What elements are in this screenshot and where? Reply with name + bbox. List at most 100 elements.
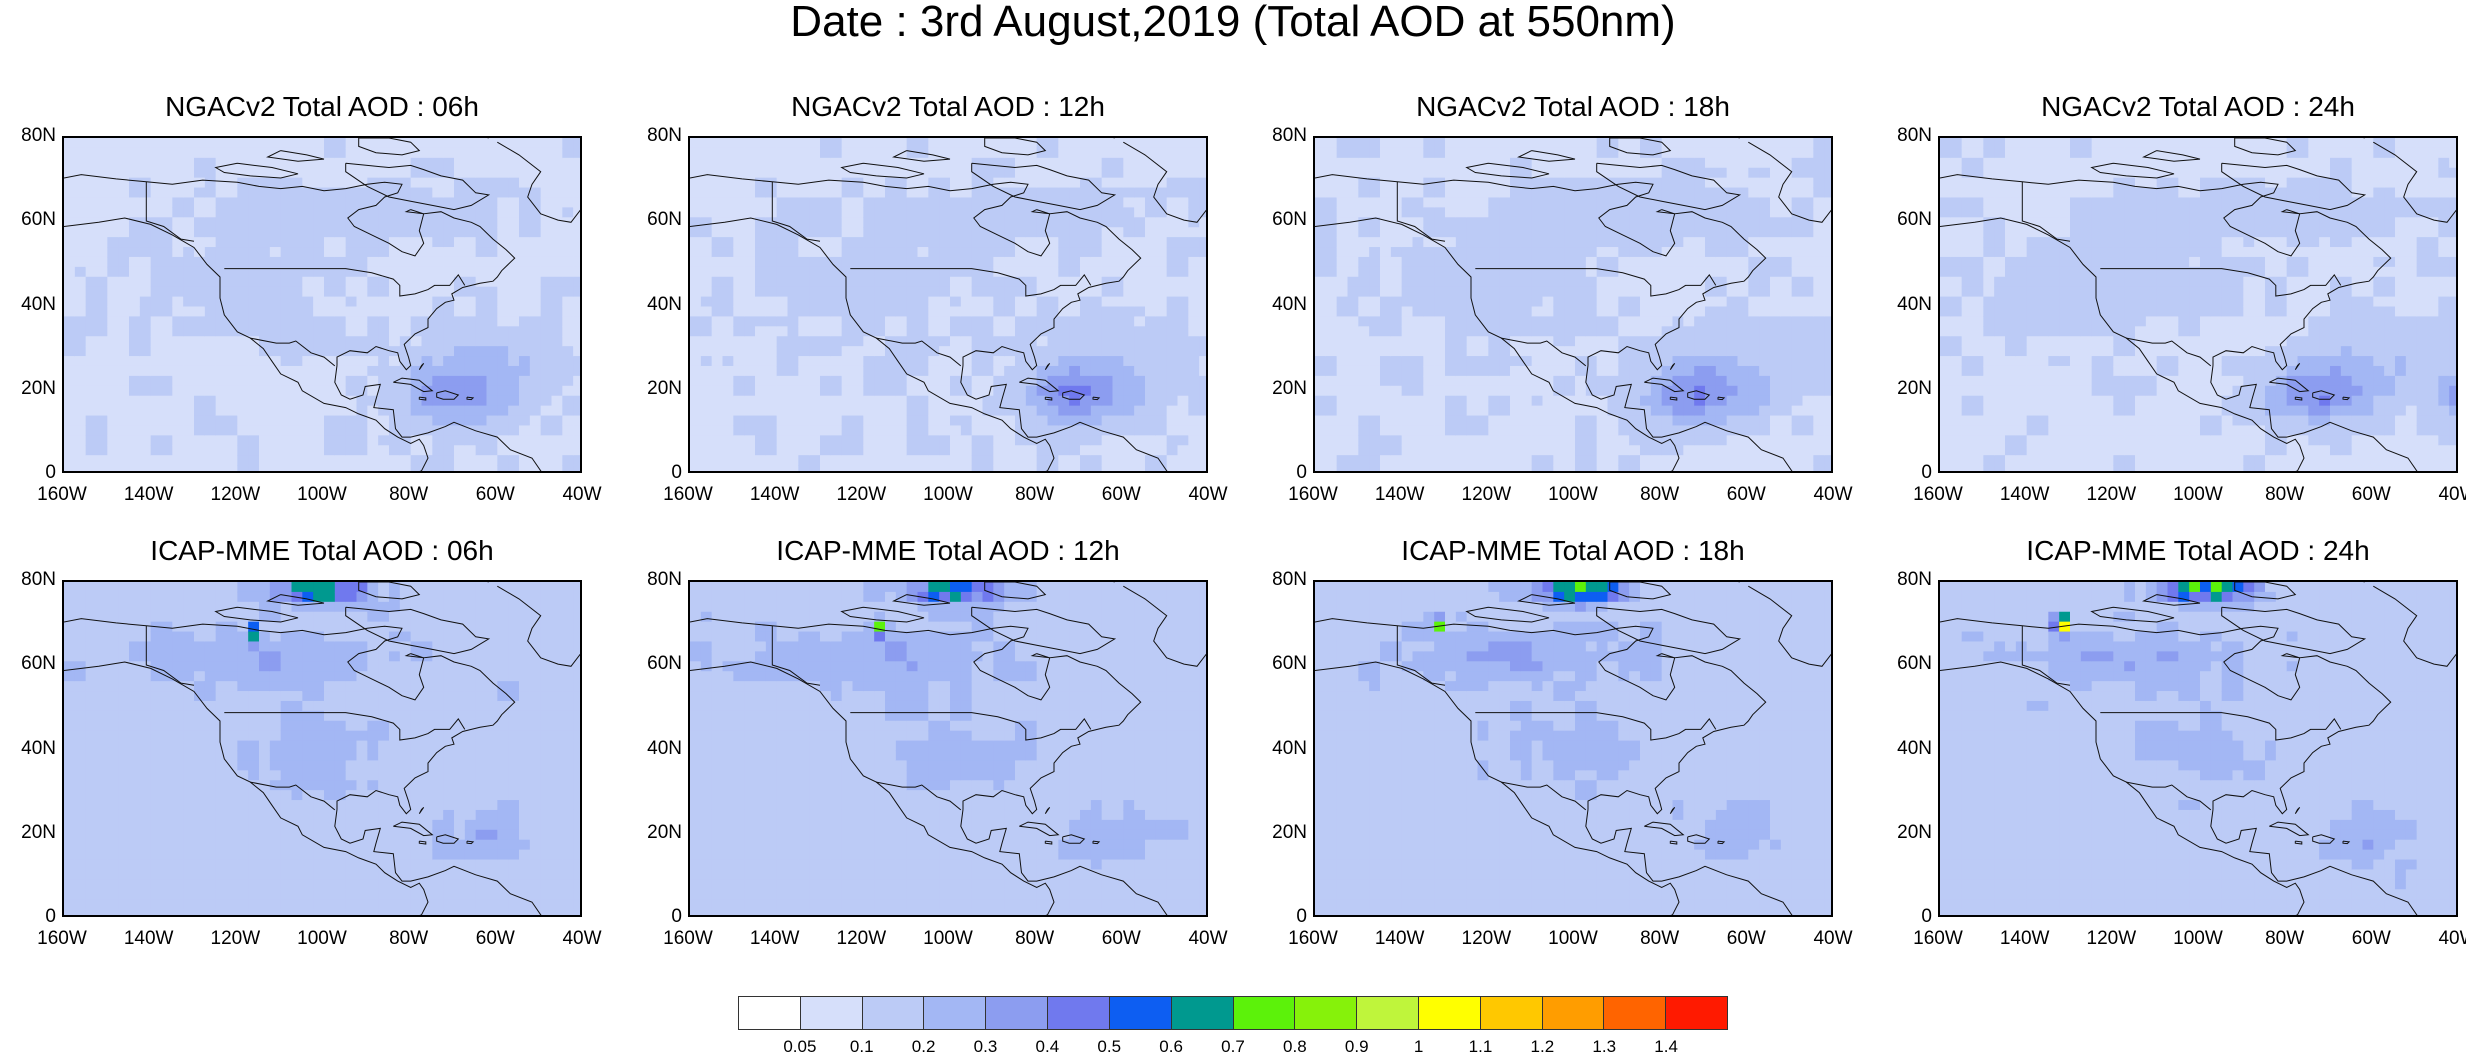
map-panel-ngac-18h: NGACv2 Total AOD : 18h 80N 60N 40N 20N 0 160W 1…: [1272, 91, 1852, 505]
colorbar-swatch: [1109, 997, 1172, 1029]
lon-tick-label: 60W: [1101, 928, 1141, 949]
lon-tick-label: 120W: [210, 928, 261, 949]
panel-title: NGACv2 Total AOD : 06h: [165, 91, 479, 122]
panel-title: ICAP-MME Total AOD : 24h: [2026, 535, 2370, 566]
aod-map: [62, 136, 582, 473]
lat-tick-label: 40N: [1272, 293, 1307, 315]
lon-tick-label: 140W: [1999, 484, 2050, 505]
lon-tick-label: 40W: [2438, 928, 2466, 949]
lon-tick-label: 60W: [475, 928, 515, 949]
aod-field: [1940, 582, 2456, 915]
lat-tick-label: 0: [45, 462, 56, 483]
lat-tick-label: 40N: [1897, 737, 1932, 759]
colorbar-tick-label: 0.6: [1159, 1037, 1183, 1056]
lon-tick-label: 100W: [2173, 484, 2223, 505]
coastlines: [1315, 138, 1831, 471]
lon-tick-label: 120W: [836, 928, 887, 949]
aod-map: [1938, 136, 2458, 473]
lon-tick-label: 80W: [1640, 484, 1680, 505]
colorbar: [738, 996, 1728, 1030]
lat-tick-label: 20N: [1272, 377, 1307, 399]
coastlines: [1940, 582, 2456, 915]
lat-tick-label: 80N: [21, 125, 56, 146]
coastlines: [1940, 138, 2456, 471]
coastlines: [1315, 582, 1831, 915]
panel-title: NGACv2 Total AOD : 18h: [1416, 91, 1730, 122]
lat-tick-label: 40N: [21, 737, 56, 759]
lon-tick-label: 160W: [663, 928, 713, 949]
lon-tick-label: 120W: [2086, 928, 2137, 949]
colorbar-tick-label: 1.3: [1592, 1037, 1617, 1056]
lon-tick-label: 160W: [1913, 928, 1963, 949]
aod-field: [64, 582, 580, 915]
lat-tick-label: 80N: [1897, 569, 1932, 590]
map-panel-icap-24h: ICAP-MME Total AOD : 24h 80N 60N 40N 20N 0 160…: [1897, 535, 2466, 949]
colorbar-swatch: [1233, 997, 1296, 1029]
lon-tick-label: 160W: [663, 484, 713, 505]
colorbar-swatch: [1295, 997, 1358, 1029]
lat-tick-label: 60N: [647, 653, 682, 675]
lat-tick-label: 40N: [647, 293, 682, 315]
colorbar-tick-label: 0.8: [1283, 1037, 1307, 1056]
lat-tick-label: 40N: [1272, 737, 1307, 759]
aod-map: [1938, 580, 2458, 917]
colorbar-swatch: [1666, 997, 1727, 1029]
lon-tick-label: 140W: [1374, 484, 1425, 505]
colorbar-swatch: [1357, 997, 1419, 1029]
lon-tick-label: 140W: [123, 928, 174, 949]
lat-tick-label: 40N: [1897, 293, 1932, 315]
colorbar-tick-label: 0.7: [1221, 1037, 1245, 1056]
colorbar-swatch: [1418, 997, 1481, 1029]
lon-tick-label: 100W: [1548, 484, 1598, 505]
map-panel-ngac-24h: NGACv2 Total AOD : 24h 80N 60N 40N 20N 0 160W 1…: [1897, 91, 2466, 505]
lon-tick-label: 120W: [2086, 484, 2137, 505]
lon-tick-label: 60W: [2351, 928, 2391, 949]
lat-tick-label: 80N: [647, 569, 682, 590]
lon-tick-label: 140W: [749, 484, 800, 505]
colorbar-tick-label: 1.4: [1654, 1037, 1678, 1056]
lon-tick-label: 140W: [749, 928, 800, 949]
lat-tick-label: 80N: [1897, 125, 1932, 146]
lon-tick-label: 60W: [475, 484, 515, 505]
lat-tick-label: 60N: [1897, 209, 1932, 231]
colorbar-swatch: [739, 997, 801, 1029]
lat-tick-label: 0: [671, 906, 682, 927]
map-panel-ngac-6h: NGACv2 Total AOD : 06h 80N 60N 40N 20N 0 160W 1…: [21, 91, 601, 505]
lon-tick-label: 40W: [562, 928, 602, 949]
lon-tick-label: 160W: [1288, 484, 1338, 505]
lon-tick-label: 80W: [1015, 928, 1055, 949]
lat-tick-label: 20N: [1272, 821, 1307, 843]
colorbar-swatch: [1480, 997, 1543, 1029]
lon-tick-label: 80W: [2265, 928, 2305, 949]
lat-tick-label: 80N: [1272, 125, 1307, 146]
lat-tick-label: 60N: [1272, 653, 1307, 675]
colorbar-tick-label: 0.1: [849, 1037, 874, 1056]
lat-tick-label: 60N: [21, 209, 56, 231]
panel-title: NGACv2 Total AOD : 24h: [2041, 91, 2355, 122]
lat-tick-label: 80N: [21, 569, 56, 590]
lon-tick-label: 100W: [297, 928, 347, 949]
colorbar-tick-label: 1: [1413, 1037, 1424, 1056]
lat-tick-label: 20N: [21, 821, 56, 843]
aod-map: [688, 580, 1208, 917]
lon-tick-label: 80W: [1640, 928, 1680, 949]
lat-tick-label: 20N: [647, 821, 682, 843]
lat-tick-label: 20N: [21, 377, 56, 399]
colorbar-tick-label: 0.4: [1035, 1037, 1060, 1056]
figure-title: Date : 3rd August,2019 (Total AOD at 550…: [790, 0, 1676, 46]
aod-map: [62, 580, 582, 917]
lon-tick-label: 80W: [1015, 484, 1055, 505]
map-panel-icap-12h: ICAP-MME Total AOD : 12h 80N 60N 40N 20N 0 160…: [647, 535, 1227, 949]
lat-tick-label: 0: [1921, 462, 1932, 483]
colorbar-swatch: [1048, 997, 1110, 1029]
panel-title: ICAP-MME Total AOD : 12h: [776, 535, 1120, 566]
colorbar-swatch: [800, 997, 863, 1029]
lat-tick-label: 80N: [647, 125, 682, 146]
lat-tick-label: 20N: [647, 377, 682, 399]
lon-tick-label: 40W: [1813, 484, 1853, 505]
lat-tick-label: 0: [45, 906, 56, 927]
lon-tick-label: 60W: [1101, 484, 1141, 505]
lon-tick-label: 100W: [1548, 928, 1598, 949]
aod-field: [690, 138, 1206, 471]
lon-tick-label: 40W: [562, 484, 602, 505]
